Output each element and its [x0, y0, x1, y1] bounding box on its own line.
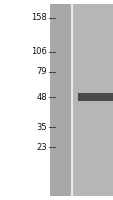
Text: 158: 158: [31, 14, 47, 22]
Text: 106: 106: [31, 47, 47, 56]
Bar: [77, 93, 112, 101]
Text: 79: 79: [36, 68, 47, 76]
Bar: [50, 4, 71, 196]
Bar: [71, 4, 113, 196]
Text: 48: 48: [36, 92, 47, 102]
Text: 35: 35: [36, 122, 47, 132]
Text: 23: 23: [36, 142, 47, 152]
